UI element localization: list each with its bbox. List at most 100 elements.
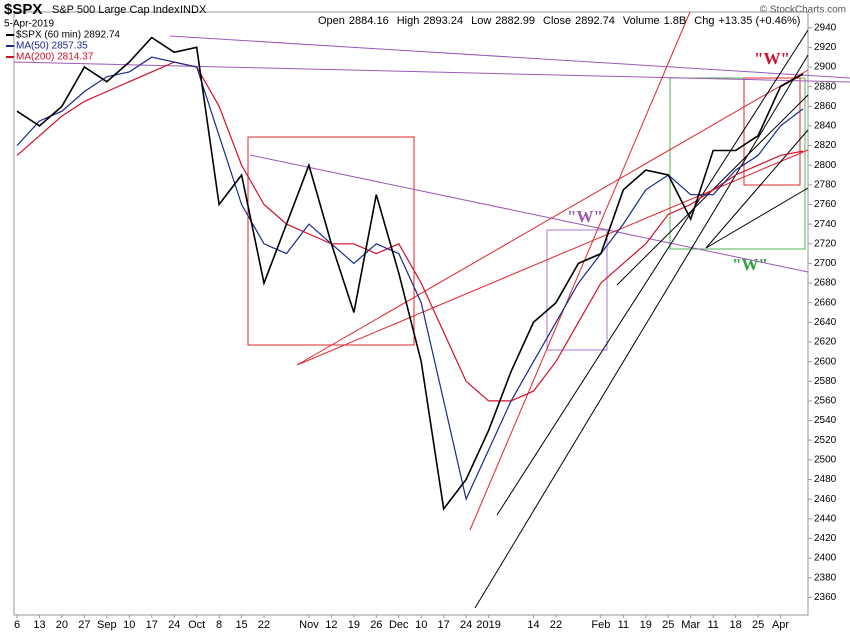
quote-text: Open 2884.16 High 2893.24 Low 2882.99 Close 289… xyxy=(318,15,800,27)
y-tick-label: 2400 xyxy=(814,553,837,564)
x-tick-label: 17 xyxy=(146,619,158,631)
trend-line xyxy=(249,154,809,273)
y-tick-label: 2360 xyxy=(814,592,837,603)
x-tick-label: 10 xyxy=(123,619,135,631)
quote-value: 2882.99 xyxy=(495,15,535,27)
x-tick-label: Dec xyxy=(389,619,409,631)
y-tick-label: 2580 xyxy=(814,376,837,387)
x-tick-label: 2019 xyxy=(476,619,500,631)
x-tick-label: 19 xyxy=(640,619,652,631)
legend-label: MA(200) 2814.37 xyxy=(16,52,94,63)
y-tick-label: 2860 xyxy=(814,101,837,112)
date: 5-Apr-2019 xyxy=(4,19,54,30)
x-tick-label: 27 xyxy=(78,619,90,631)
x-tick-label: 15 xyxy=(235,619,247,631)
annotation: "W" xyxy=(754,49,790,68)
x-tick-label: 14 xyxy=(527,619,539,631)
purple-box xyxy=(546,229,608,351)
x-tick-label: 18 xyxy=(730,619,742,631)
y-tick-label: 2520 xyxy=(814,435,837,446)
quote-value: 2892.74 xyxy=(575,15,615,27)
legend-label: $SPX (60 min) 2892.74 xyxy=(16,30,120,41)
x-tick-label: 22 xyxy=(550,619,562,631)
quote-value: 2893.24 xyxy=(423,15,463,27)
chart-title: S&P 500 Large Cap Index xyxy=(52,4,180,16)
y-tick-label: 2780 xyxy=(814,179,837,190)
trend-line xyxy=(296,149,809,366)
quote-value: +13.35 (+0.46%) xyxy=(718,15,800,27)
x-tick-label: 24 xyxy=(168,619,180,631)
trend-line xyxy=(474,54,809,609)
y-tick-label: 2460 xyxy=(814,494,837,505)
y-tick-label: 2660 xyxy=(814,297,837,308)
x-tick-label: 25 xyxy=(662,619,674,631)
x-tick-label: 10 xyxy=(415,619,427,631)
quote-label: Volume xyxy=(623,15,660,27)
x-tick-label: 25 xyxy=(752,619,764,631)
y-tick-label: 2680 xyxy=(814,278,837,289)
annotation: "W" xyxy=(732,255,768,274)
x-tick-label: 8 xyxy=(216,619,222,631)
y-tick-label: 2920 xyxy=(814,42,837,53)
y-tick-label: 2500 xyxy=(814,454,837,465)
quote-label: Close xyxy=(543,15,571,27)
y-tick-label: 2820 xyxy=(814,140,837,151)
y-tick-label: 2620 xyxy=(814,337,837,348)
quote-value: 1.8B xyxy=(664,15,687,27)
trend-line xyxy=(169,35,850,79)
y-tick-label: 2600 xyxy=(814,356,837,367)
y-tick-label: 2720 xyxy=(814,238,837,249)
x-tick-label: Oct xyxy=(188,619,205,631)
y-tick-label: 2740 xyxy=(814,219,837,230)
y-tick-label: 2560 xyxy=(814,396,837,407)
y-tick-label: 2480 xyxy=(814,474,837,485)
plot-frame xyxy=(13,11,809,616)
y-tick-label: 2440 xyxy=(814,513,837,524)
annotation: "W" xyxy=(567,207,603,226)
green-box xyxy=(669,77,806,250)
x-tick-label: 13 xyxy=(33,619,45,631)
quote-label: Low xyxy=(471,15,491,27)
red-small-box xyxy=(743,77,801,186)
legend-label: MA(50) 2857.35 xyxy=(16,41,88,52)
y-tick-label: 2900 xyxy=(814,62,837,73)
quote-label: High xyxy=(397,15,420,27)
y-tick-label: 2420 xyxy=(814,533,837,544)
x-tick-label: 12 xyxy=(325,619,337,631)
x-tick-label: Sep xyxy=(97,619,117,631)
credit: © StockCharts.com xyxy=(760,5,846,16)
symbol: $SPX xyxy=(4,1,42,18)
x-tick-label: 11 xyxy=(618,619,629,631)
quote: Open 2884.16 High 2893.24 Low 2882.99 Close 289… xyxy=(318,15,800,27)
x-tick-label: 20 xyxy=(56,619,68,631)
trend-line xyxy=(496,29,809,516)
x-tick-label: Nov xyxy=(299,619,319,631)
trend-line xyxy=(705,129,809,249)
trend-line xyxy=(296,69,809,366)
y-tick-label: 2800 xyxy=(814,160,837,171)
x-tick-label: 19 xyxy=(348,619,360,631)
x-tick-label: 6 xyxy=(14,619,20,631)
y-tick-label: 2840 xyxy=(814,121,837,132)
quote-label: Open xyxy=(318,15,345,27)
y-tick-label: 2700 xyxy=(814,258,837,269)
trend-line xyxy=(469,11,691,531)
x-tick-label: 24 xyxy=(460,619,472,631)
series-line xyxy=(16,61,804,402)
trend-line xyxy=(13,61,850,83)
y-tick-label: 2380 xyxy=(814,572,837,583)
y-tick-label: 2540 xyxy=(814,415,837,426)
drawings xyxy=(13,11,850,609)
y-tick-label: 2640 xyxy=(814,317,837,328)
trend-line xyxy=(705,187,809,249)
y-tick-label: 2880 xyxy=(814,81,837,92)
y-tick-label: 2760 xyxy=(814,199,837,210)
quote-value: 2884.16 xyxy=(349,15,389,27)
x-tick-label: 22 xyxy=(258,619,270,631)
y-tick-label: 2940 xyxy=(814,22,837,33)
exchange: INDX xyxy=(180,4,207,16)
x-tick-label: 17 xyxy=(438,619,450,631)
x-tick-label: Feb xyxy=(591,619,610,631)
